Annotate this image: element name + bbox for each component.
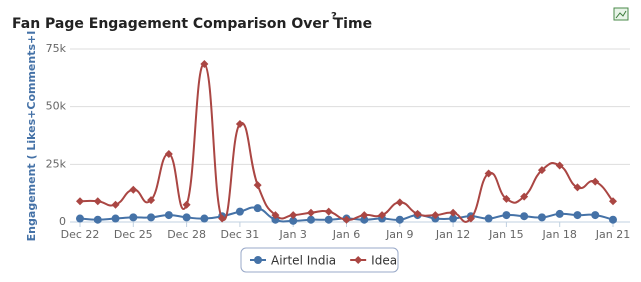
marker (360, 211, 369, 220)
marker (484, 169, 493, 178)
marker (609, 197, 617, 206)
marker (449, 208, 458, 217)
help-icon[interactable]: ? (331, 11, 337, 22)
marker (537, 166, 546, 175)
marker (289, 216, 298, 225)
marker (306, 208, 315, 217)
legend-box (240, 247, 399, 273)
marker (502, 211, 511, 220)
marker (466, 214, 475, 223)
x-tick-label: Jan 9 (385, 228, 413, 241)
marker (573, 183, 582, 192)
marker (253, 181, 262, 190)
marker (413, 209, 422, 218)
x-tick-label: Jan 12 (435, 228, 470, 241)
marker (254, 256, 262, 264)
marker (449, 214, 458, 223)
marker (591, 211, 600, 220)
marker (76, 197, 84, 206)
marker (182, 213, 191, 222)
legend-label[interactable]: Airtel India (271, 254, 336, 268)
marker (555, 161, 564, 170)
marker (253, 204, 262, 213)
series-line (79, 62, 614, 223)
y-tick-label: 0 (59, 215, 66, 228)
marker (324, 215, 333, 224)
marker (218, 214, 227, 223)
marker (484, 214, 493, 223)
marker (147, 196, 156, 205)
legend-label[interactable]: Idea (371, 254, 397, 268)
marker (235, 119, 244, 128)
marker (431, 211, 440, 220)
y-axis-label: Engagement ( Likes+Comments+I (25, 31, 38, 242)
x-tick-label: Dec 31 (221, 228, 260, 241)
marker (537, 213, 546, 222)
marker (395, 215, 404, 224)
marker (164, 211, 173, 220)
marker (555, 209, 564, 218)
marker (289, 211, 298, 220)
y-tick-label: 50k (46, 100, 67, 113)
x-tick-label: Dec 25 (114, 228, 153, 241)
x-tick-label: Jan 21 (595, 228, 630, 241)
marker (93, 197, 102, 206)
marker (129, 213, 138, 222)
marker (200, 59, 209, 68)
marker (395, 198, 404, 207)
x-tick-label: Jan 18 (541, 228, 576, 241)
marker (573, 211, 582, 220)
marker (306, 215, 315, 224)
marker (520, 212, 529, 221)
marker (129, 185, 138, 194)
marker (76, 214, 84, 223)
marker (111, 214, 120, 223)
x-tick-label: Dec 28 (167, 228, 206, 241)
marker (354, 256, 363, 264)
chart-title: Fan Page Engagement Comparison Over Time (12, 16, 372, 32)
marker (520, 192, 529, 201)
marker (378, 211, 387, 220)
marker (200, 214, 209, 223)
marker (324, 207, 333, 216)
marker (271, 211, 280, 220)
marker (147, 213, 156, 222)
marker (360, 215, 369, 224)
marker (342, 215, 351, 224)
marker (93, 215, 102, 224)
marker (609, 215, 617, 224)
export-icon[interactable] (613, 7, 629, 21)
x-tick-label: Jan 3 (278, 228, 306, 241)
marker (235, 207, 244, 216)
x-tick-label: Jan 6 (332, 228, 360, 241)
marker (591, 177, 600, 186)
marker (182, 200, 191, 209)
marker (111, 200, 120, 209)
marker (502, 194, 511, 203)
x-tick-label: Jan 15 (488, 228, 523, 241)
x-tick-label: Dec 22 (61, 228, 100, 241)
marker (164, 149, 173, 158)
y-tick-label: 75k (46, 42, 67, 55)
y-tick-label: 25k (46, 157, 67, 170)
